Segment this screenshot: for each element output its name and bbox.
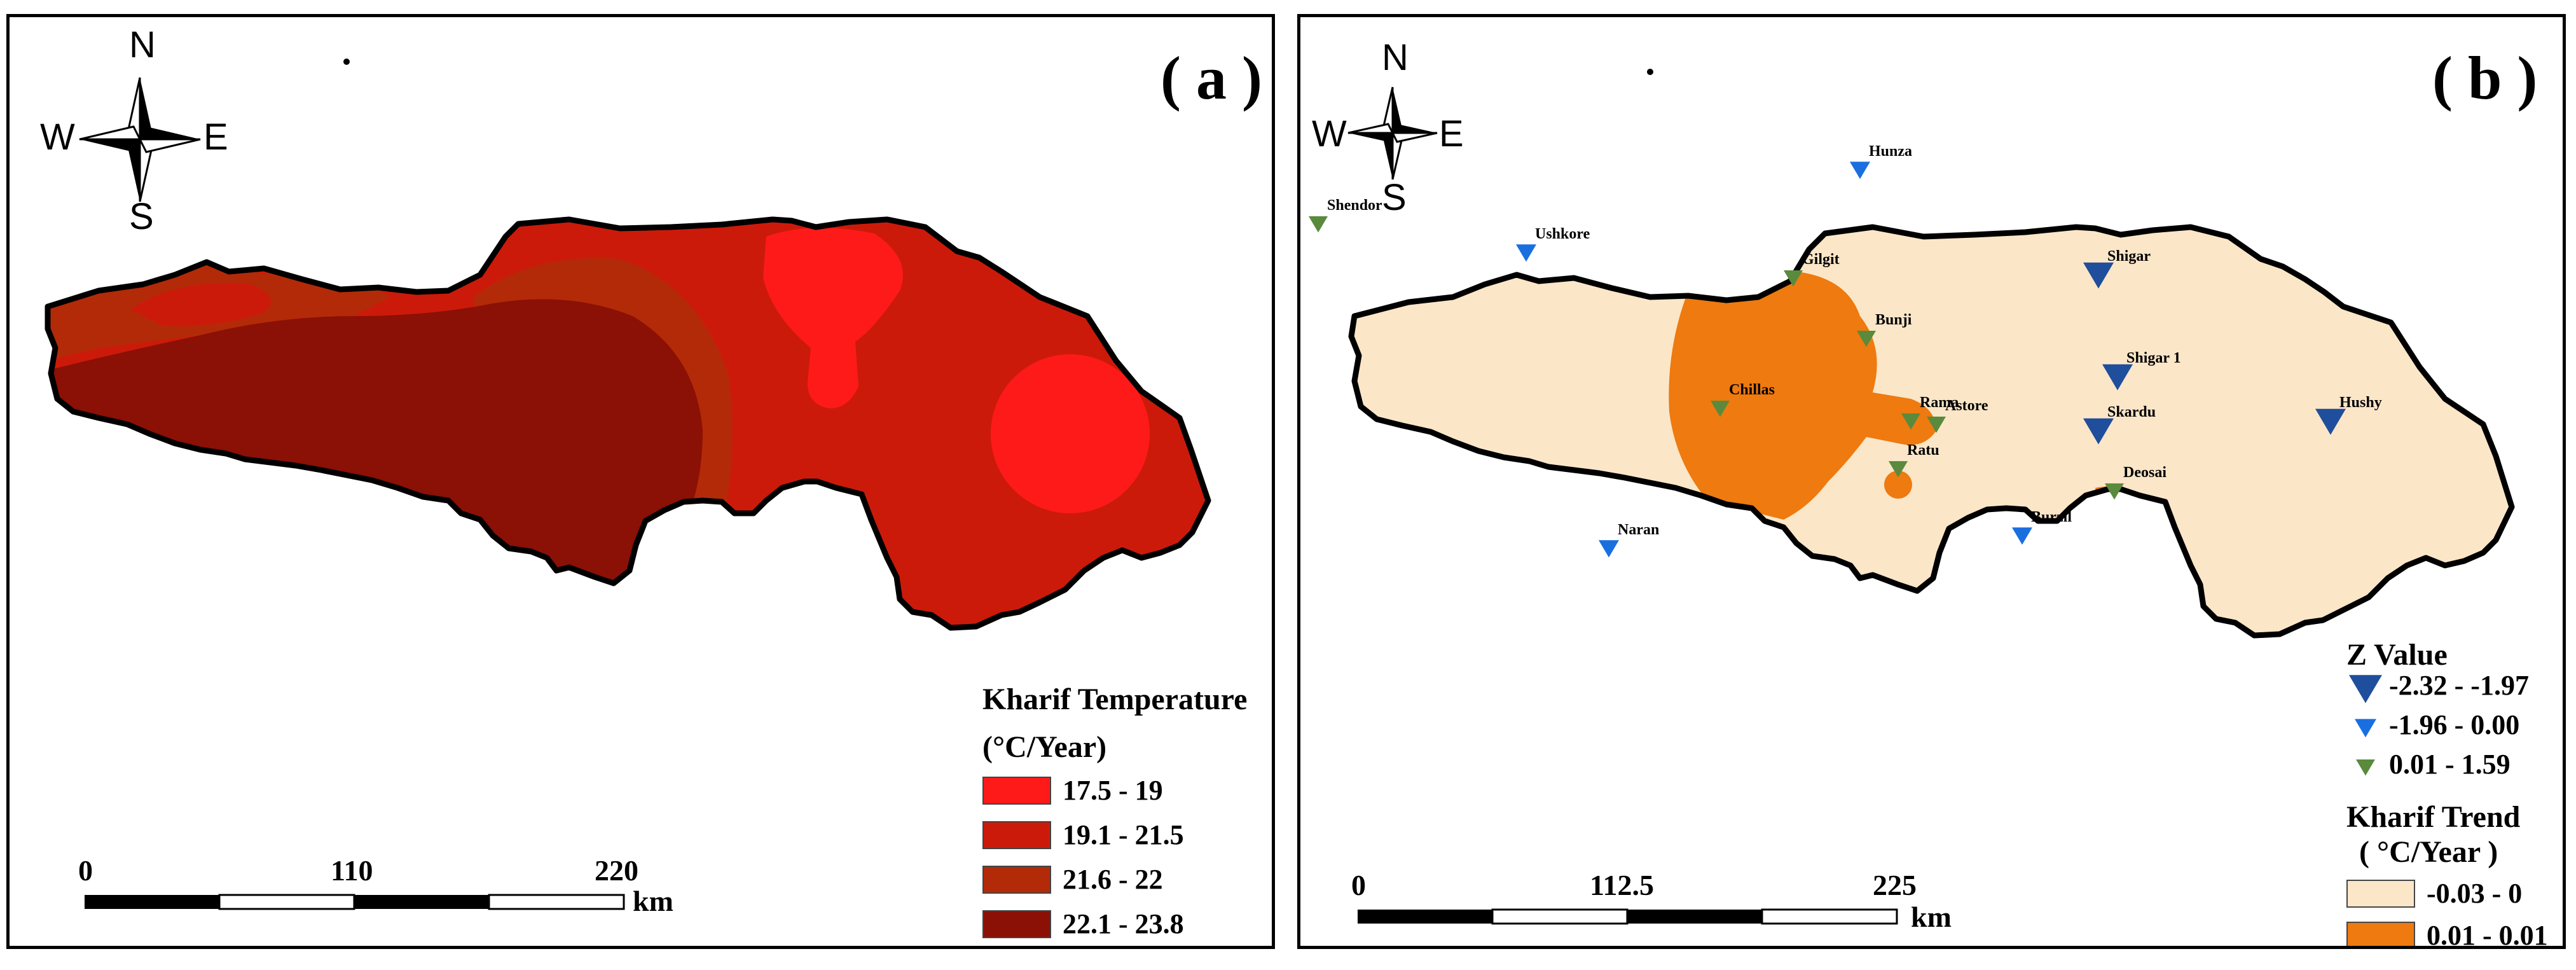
scale-unit: km (1911, 901, 1952, 933)
z-legend-marker (2355, 719, 2376, 738)
compass-e: E (203, 116, 228, 158)
station-marker (1927, 417, 1946, 433)
scale-tick-2: 225 (1873, 869, 1917, 901)
station-label: Shigar 1 (2126, 350, 2181, 366)
trend-legend-label: -0.03 - 0 (2427, 878, 2523, 909)
north-arrow-icon (1347, 87, 1438, 180)
legend-a-row: 19.1 - 21.5 (982, 819, 1184, 851)
panel-b-map-svg (1309, 69, 2515, 925)
legend-a-label: 17.5 - 19 (1063, 775, 1163, 806)
trend-legend-unit: ( °C/Year ) (2359, 835, 2498, 869)
station-markers (1309, 162, 2346, 558)
station-label: Naran (1618, 522, 1660, 538)
panel-a-temperature-map: ( a ) N S E W Kharif Temperature (°C/Yea… (6, 14, 1275, 949)
station-label: Ushkore (1535, 226, 1590, 242)
station-label: Hushy (2339, 394, 2382, 411)
legend-a-row: 22.1 - 23.8 (982, 908, 1184, 940)
scale-tick-1: 110 (331, 854, 373, 887)
legend-a-swatch (982, 865, 1051, 894)
legend-a-row: 21.6 - 22 (982, 863, 1163, 896)
zone-17-5-19-nw (130, 283, 272, 326)
panel-b-trend-map: ( b ) N S E W Hunza Shendor Ushkore Gilgit S… (1297, 14, 2566, 949)
station-marker (2083, 418, 2114, 445)
station-label: Burzil (2031, 509, 2072, 525)
panel-a-label: ( a ) (1161, 44, 1262, 112)
dot-marker (1647, 69, 1653, 75)
station-label: Deosai (2123, 464, 2166, 481)
compass-s: S (1382, 177, 1407, 218)
scale-unit: km (633, 885, 673, 917)
scale-tick-0: 0 (1351, 869, 1366, 901)
trend-legend-title: Kharif Trend (2346, 800, 2521, 834)
scale-tick-1: 112.5 (1590, 869, 1654, 901)
station-label: Hunza (1869, 143, 1913, 160)
station-marker (1850, 162, 1870, 179)
legend-a-row: 17.5 - 19 (982, 774, 1163, 807)
legend-a-label: 21.6 - 22 (1063, 864, 1163, 895)
scale-bar-b (1358, 908, 1898, 925)
station-label: Gilgit (1802, 251, 1840, 268)
z-legend-title: Z Value (2346, 638, 2448, 672)
trend-legend-row: -0.03 - 0 (2346, 877, 2522, 910)
z-legend-label: -2.32 - -1.97 (2389, 670, 2529, 701)
z-legend-markers (2349, 675, 2382, 776)
station-marker (2315, 408, 2346, 435)
legend-a-swatch (982, 910, 1051, 938)
legend-a-swatch (982, 821, 1051, 849)
station-label: Astore (1945, 398, 1988, 414)
compass-w: W (40, 116, 75, 158)
station-marker (1889, 461, 1908, 478)
station-label: Chillas (1729, 382, 1775, 398)
panel-b-label: ( b ) (2432, 44, 2538, 112)
panel-a-map-svg (45, 59, 1211, 910)
station-marker (1784, 270, 1803, 287)
station-marker (2012, 527, 2032, 545)
z-legend-label: 0.01 - 1.59 (2389, 749, 2511, 780)
station-marker (1309, 216, 1328, 233)
zone-17-5-19-north (763, 228, 903, 408)
station-marker (1901, 413, 1920, 430)
compass-n: N (129, 24, 156, 66)
trend-legend-label: 0.01 - 0.01 (2427, 920, 2548, 949)
station-label: Rama (1920, 394, 1959, 411)
z-legend-marker (2356, 759, 2375, 776)
basin-boundary (45, 216, 1211, 631)
station-marker (2105, 483, 2124, 500)
trend-legend-swatch (2346, 879, 2415, 908)
legend-a-label: 22.1 - 23.8 (1063, 908, 1184, 939)
station-marker (2083, 262, 2114, 289)
station-label: Shendor (1327, 197, 1382, 214)
compass-n: N (1382, 37, 1409, 78)
scale-tick-0: 0 (78, 854, 93, 887)
station-marker (1516, 244, 1536, 262)
z-legend-label: -1.96 - 0.00 (2389, 709, 2520, 740)
station-label: Ratu (1907, 442, 1939, 459)
station-marker (1599, 540, 1619, 558)
basin-boundary-b (1348, 224, 2515, 639)
station-marker (1857, 331, 1876, 347)
station-label: Shigar (2107, 248, 2151, 265)
compass-s: S (129, 196, 154, 237)
dot-marker (343, 59, 350, 65)
station-marker (2102, 364, 2133, 391)
zone-22-1-23-8 (48, 299, 703, 590)
legend-unit: (°C/Year) (982, 730, 1107, 764)
compass-e: E (1439, 113, 1464, 155)
station-marker (1711, 401, 1730, 417)
compass-w: W (1312, 113, 1347, 155)
legend-a-label: 19.1 - 21.5 (1063, 819, 1184, 850)
legend-title: Kharif Temperature (982, 682, 1248, 716)
trend-legend-swatch (2346, 921, 2415, 946)
trend-zone-pos-ratu (1884, 471, 1912, 499)
station-label: Skardu (2107, 404, 2156, 420)
trend-legend-row: 0.01 - 0.01 (2346, 919, 2548, 949)
z-legend-marker (2349, 675, 2382, 703)
legend-a-swatch (982, 776, 1051, 805)
zone-17-5-19-east (991, 354, 1150, 513)
scale-bar (85, 894, 625, 910)
scale-tick-2: 220 (595, 854, 638, 887)
north-arrow-icon (79, 77, 201, 202)
station-label: Bunji (1875, 312, 1912, 328)
